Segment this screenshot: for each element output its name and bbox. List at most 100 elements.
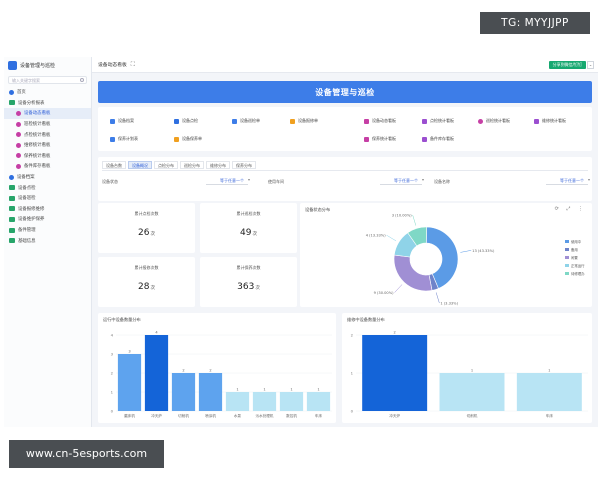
folder-icon xyxy=(9,238,15,244)
chart-icon xyxy=(16,110,21,116)
pie-chart-icon xyxy=(478,118,483,124)
tab-device-count[interactable]: 设备台数 xyxy=(102,161,126,169)
folder-icon xyxy=(9,195,15,201)
sidebar-item-reports[interactable]: 设备分析报表 xyxy=(4,98,91,109)
y-tick-label: 3 xyxy=(111,351,114,356)
quicklink-label: 巡检统计看板 xyxy=(486,118,510,123)
bar-value-label: 2 xyxy=(394,331,396,335)
bar xyxy=(144,335,169,411)
bar xyxy=(362,335,428,411)
sidebar-item-label: 设备巡检 xyxy=(18,196,36,202)
sidebar-item-label: 基础信息 xyxy=(18,238,36,244)
sidebar-item-inspection-dashboard[interactable]: 点检统计看板 xyxy=(4,129,91,140)
quicklink-label: 设备保养单 xyxy=(182,136,202,141)
filter-workshop: 使用车间 等于任意一个 xyxy=(268,177,424,185)
y-tick-label: 1 xyxy=(111,389,114,394)
quicklink-device-dashboard[interactable]: 设备动态看板 xyxy=(364,118,396,124)
pie-leader-line xyxy=(435,292,440,304)
sidebar-item-device-archive[interactable]: 设备档案 xyxy=(4,172,91,183)
search-icon xyxy=(80,78,84,82)
bar-value-label: 1 xyxy=(236,388,238,392)
y-tick-label: 2 xyxy=(111,370,114,375)
quicklink-inspection-dashboard[interactable]: 点检统计看板 xyxy=(422,118,454,124)
share-button[interactable]: 分享到微信/钉钉 xyxy=(548,61,586,69)
pie-slice xyxy=(393,254,433,292)
quicklink-label: 保养统计看板 xyxy=(372,136,396,141)
y-tick-label: 4 xyxy=(111,332,114,337)
sidebar-item-home[interactable]: 首页 xyxy=(4,87,91,98)
pie-leader-line xyxy=(460,250,472,253)
expand-icon[interactable]: ⛶ xyxy=(130,60,135,68)
sidebar-item-maintenance[interactable]: 设备维护保养 xyxy=(4,214,91,225)
sidebar-item-label: 备件管理 xyxy=(18,228,36,234)
kpi-label: 累计保养次数 xyxy=(236,265,261,270)
sidebar-item-repair-dashboard[interactable]: 维修统计看板 xyxy=(4,140,91,151)
sidebar-item-device-dashboard[interactable]: 设备动态看板 xyxy=(4,108,91,119)
shield-icon xyxy=(174,136,179,142)
tab-spot-check-dist[interactable]: 点检分布 xyxy=(154,161,178,169)
sidebar-item-patrol[interactable]: 设备巡检 xyxy=(4,193,91,204)
kpi-value: 363次 xyxy=(200,282,297,292)
quicklink-patrol-order[interactable]: 设备巡检单 xyxy=(232,118,260,124)
archive-icon xyxy=(9,174,14,180)
chevron-down-icon[interactable]: ⌄ xyxy=(587,61,594,69)
sidebar-item-maintenance-dashboard[interactable]: 保养统计看板 xyxy=(4,151,91,162)
sidebar-item-spares[interactable]: 备件管理 xyxy=(4,225,91,236)
tab-device-overview[interactable]: 设备概况 xyxy=(128,161,152,169)
sidebar-item-label: 设备维护保养 xyxy=(18,217,45,223)
filter-device-status: 设备状态 等于任意一个 xyxy=(102,177,250,185)
running-devices-chart-panel: 运行中设备数量分布 0 1 2 3 4 3 磨床机 4 冲天炉 2 切削机 2 喷涂机 1 水泵 1 污水处理机… xyxy=(98,313,336,423)
banner-title: 设备管理与巡检 xyxy=(315,87,375,97)
quicklink-patrol-dashboard[interactable]: 巡检统计看板 xyxy=(478,118,510,124)
quicklink-spot-check[interactable]: 设备点检 xyxy=(174,118,198,124)
folder-icon xyxy=(9,100,15,106)
bar-value-label: 3 xyxy=(128,350,130,354)
sidebar-item-label: 设备动态看板 xyxy=(24,111,51,117)
running-devices-bar-chart: 0 1 2 3 4 3 磨床机 4 冲天炉 2 切削机 2 喷涂机 1 水泵 1 污水处理机 1 数控机 1 车床 xyxy=(111,331,332,418)
folder-icon xyxy=(9,216,15,222)
tab-maintenance-dist[interactable]: 保养分布 xyxy=(232,161,256,169)
tab-repair-dist[interactable]: 维修分布 xyxy=(206,161,230,169)
chart-title: 维修中设备数量分布 xyxy=(347,317,385,322)
kpi-unit: 次 xyxy=(252,232,257,237)
kpi-value: 26次 xyxy=(98,228,195,238)
kpi-number: 26 xyxy=(138,228,150,238)
sidebar-item-spares-dashboard[interactable]: 备件库存看板 xyxy=(4,161,91,172)
shield-icon xyxy=(534,118,539,124)
sidebar-item-spot-check[interactable]: 设备点检 xyxy=(4,182,91,193)
x-tick-label: 车床 xyxy=(315,413,323,418)
main-content: 设备动态看板 ⛶ 分享到微信/钉钉 ⌄ 设备管理与巡检 设备档案 设备点检 设备… xyxy=(92,57,598,427)
quicklink-maintenance-dashboard[interactable]: 保养统计看板 xyxy=(364,136,396,142)
calendar-icon xyxy=(110,136,115,142)
x-tick-label: 数控机 xyxy=(286,413,297,418)
sidebar-search-input[interactable]: 输入关键字搜索 xyxy=(8,76,87,84)
chart-toolbar-icons[interactable]: ⟳ ⤢ ⋮ xyxy=(554,206,586,212)
sidebar-item-repair[interactable]: 设备报修维修 xyxy=(4,204,91,215)
quicklink-maintenance-order[interactable]: 设备保养单 xyxy=(174,136,202,142)
quicklink-device-archive[interactable]: 设备档案 xyxy=(110,118,134,124)
kpi-number: 28 xyxy=(138,282,150,292)
quicklink-spares-dashboard[interactable]: 备件库存看板 xyxy=(422,136,454,142)
dashboard-banner: 设备管理与巡检 xyxy=(98,81,592,103)
quicklink-maintenance-plan[interactable]: 保养计划表 xyxy=(110,136,138,142)
pie-slice xyxy=(426,226,459,289)
watermark-telegram: TG: MYYJJPP xyxy=(480,12,590,34)
y-tick-label: 2 xyxy=(351,332,354,337)
sidebar: 设备管理与巡检 输入关键字搜索 首页 设备分析报表 设备动态看板 巡检统计看板 … xyxy=(4,57,92,427)
quicklink-repair-dashboard[interactable]: 维修统计看板 xyxy=(534,118,566,124)
sidebar-item-patrol-dashboard[interactable]: 巡检统计看板 xyxy=(4,119,91,130)
filter-device-name-select[interactable]: 等于任意一个 xyxy=(546,177,590,185)
home-icon xyxy=(364,118,369,124)
quicklink-repair-order[interactable]: 设备报修单 xyxy=(290,118,318,124)
tab-patrol-dist[interactable]: 巡检分布 xyxy=(180,161,204,169)
x-tick-label: 水泵 xyxy=(234,413,242,418)
filter-label: 设备状态 xyxy=(102,178,118,184)
sidebar-item-basic-info[interactable]: 基础信息 xyxy=(4,235,91,246)
quicklink-label: 设备动态看板 xyxy=(372,118,396,123)
legend-swatch xyxy=(565,264,569,267)
sidebar-item-label: 巡检统计看板 xyxy=(24,122,51,128)
legend-label: 备用 xyxy=(571,247,578,252)
filter-workshop-select[interactable]: 等于任意一个 xyxy=(380,177,424,185)
quicklink-label: 维修统计看板 xyxy=(542,118,566,123)
filter-device-status-select[interactable]: 等于任意一个 xyxy=(206,177,250,185)
